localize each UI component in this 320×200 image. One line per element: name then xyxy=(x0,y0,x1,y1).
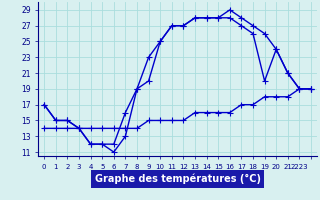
X-axis label: Graphe des températures (°C): Graphe des températures (°C) xyxy=(95,174,260,184)
